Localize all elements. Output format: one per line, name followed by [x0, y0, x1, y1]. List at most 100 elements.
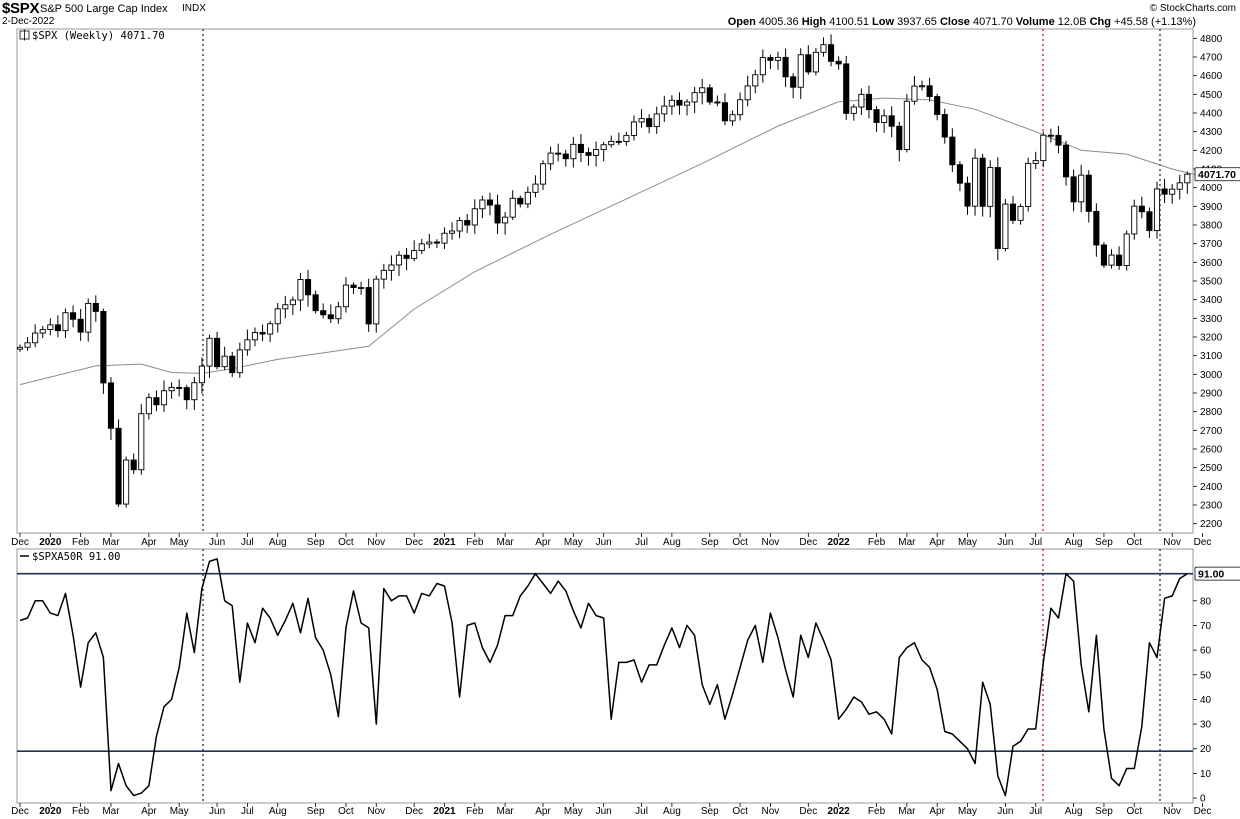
indicator-last-value-tag-box: [1194, 566, 1240, 581]
symbol-name: S&P 500 Large Cap Index: [40, 3, 168, 15]
indicator-x-tick-label: Jul: [1029, 806, 1042, 817]
close-value: 4071.70: [972, 16, 1013, 28]
candle: [774, 51, 782, 70]
candle-body-up: [236, 349, 243, 374]
indicator-x-tick-label: Apr: [141, 806, 157, 817]
candle-body-down: [494, 204, 501, 224]
candle-body-up: [608, 140, 615, 146]
candle: [623, 131, 630, 146]
candle: [1161, 178, 1168, 203]
price-x-tick-label: Mar: [497, 537, 515, 548]
price-y-tick-label: 3800: [1200, 221, 1223, 232]
candle: [214, 331, 221, 370]
symbol-title: $SPX: [2, 0, 40, 17]
candle-body-up: [918, 85, 926, 88]
indicator-x-tick-label: Jun: [209, 806, 225, 817]
candle-body-down: [350, 284, 357, 288]
candle-body-up: [267, 323, 274, 335]
candle: [1009, 196, 1017, 224]
candle: [426, 233, 433, 249]
candle-body-up: [1040, 134, 1047, 162]
candle: [24, 337, 31, 351]
indicator-x-tick-label: Oct: [338, 806, 354, 817]
indicator-x-tick-label: Oct: [732, 806, 748, 817]
price-y-tick-label: 4300: [1200, 127, 1223, 138]
price-x-tick-label: Sep: [1095, 537, 1113, 548]
indicator-last-value-tag-label: 91.00: [1198, 569, 1224, 581]
candle: [403, 247, 410, 271]
price-y-tick-label: 2400: [1200, 482, 1223, 493]
candle-body-down: [1062, 144, 1070, 178]
price-y-tick-label: 3400: [1200, 295, 1223, 306]
candle-body-down: [1009, 203, 1017, 221]
candle-body-down: [873, 109, 880, 123]
candle: [123, 456, 130, 508]
candle-body-down: [562, 153, 569, 160]
price-y-tick-label: 4500: [1200, 90, 1223, 101]
price-x-tick-label: Feb: [72, 537, 90, 548]
candle: [327, 304, 334, 323]
candle: [539, 160, 547, 190]
candle: [843, 55, 850, 120]
candle-body-up: [191, 382, 198, 401]
candle: [585, 147, 592, 166]
price-x-tick-label: Dec: [11, 537, 29, 548]
price-y-tick-label: 2700: [1200, 426, 1223, 437]
candle-body-up: [683, 101, 691, 106]
price-x-tick-label: Oct: [732, 537, 748, 548]
candle: [1169, 184, 1176, 204]
price-y-tick-label: 4800: [1200, 34, 1223, 45]
candle: [85, 298, 92, 342]
candle-body-down: [433, 241, 440, 244]
price-y-tick-label: 2200: [1200, 519, 1223, 530]
candle-body-up: [812, 51, 819, 73]
candle: [820, 37, 827, 57]
candle-body-up: [532, 183, 539, 193]
candle-body-up: [479, 199, 486, 210]
price-x-tick-label: Feb: [868, 537, 886, 548]
price-x-tick-label: Mar: [898, 537, 916, 548]
candle-body-up: [289, 299, 296, 306]
candle-body-up: [729, 114, 736, 122]
price-x-tick-label: May: [170, 537, 189, 548]
candle-body-up: [881, 115, 888, 123]
price-y-tick-label: 3900: [1200, 202, 1223, 213]
close-label: Close: [939, 16, 970, 28]
price-last-value-tag-box: [1194, 167, 1240, 182]
indicator-x-tick-label: Apr: [929, 806, 945, 817]
candle-body-up: [691, 92, 698, 103]
candle-body-down: [979, 157, 986, 207]
candle: [274, 303, 281, 333]
candle-body-up: [471, 208, 478, 226]
candle-body-up: [85, 302, 92, 333]
open-label: Open: [727, 16, 756, 28]
indicator-x-tick-label: Feb: [72, 806, 90, 817]
price-y-tick-label: 2900: [1200, 389, 1223, 400]
candle: [77, 309, 84, 341]
candle-body-up: [661, 105, 668, 115]
candle-body-down: [312, 294, 319, 312]
candle: [47, 318, 54, 336]
volume-label: Volume: [1015, 16, 1055, 28]
candle-body-up: [1108, 254, 1115, 266]
candle-body-down: [464, 220, 471, 226]
candle-body-down: [994, 167, 1001, 249]
price-y-tick-label: 3300: [1200, 314, 1223, 325]
candle-body-down: [555, 152, 562, 155]
candle-body-down: [403, 254, 410, 259]
candle: [661, 95, 668, 122]
price-x-tick-label: 2022: [828, 537, 851, 548]
candle: [449, 222, 456, 240]
candle: [16, 344, 24, 352]
candle-body-up: [502, 216, 509, 224]
candle: [994, 157, 1001, 261]
candle: [1116, 246, 1123, 270]
candle: [987, 160, 994, 218]
candle-body-up: [1002, 203, 1009, 249]
chg-value: +45.58 (+1.13%): [1114, 16, 1196, 28]
candle-body-up: [1176, 182, 1183, 190]
candle: [418, 238, 425, 255]
indicator-x-tick-label: Nov: [367, 806, 385, 817]
price-panel: 2200 2300 2400 2500 2600 2700 2800 2900 3000 3100…: [11, 28, 1240, 548]
candle: [1100, 242, 1107, 268]
